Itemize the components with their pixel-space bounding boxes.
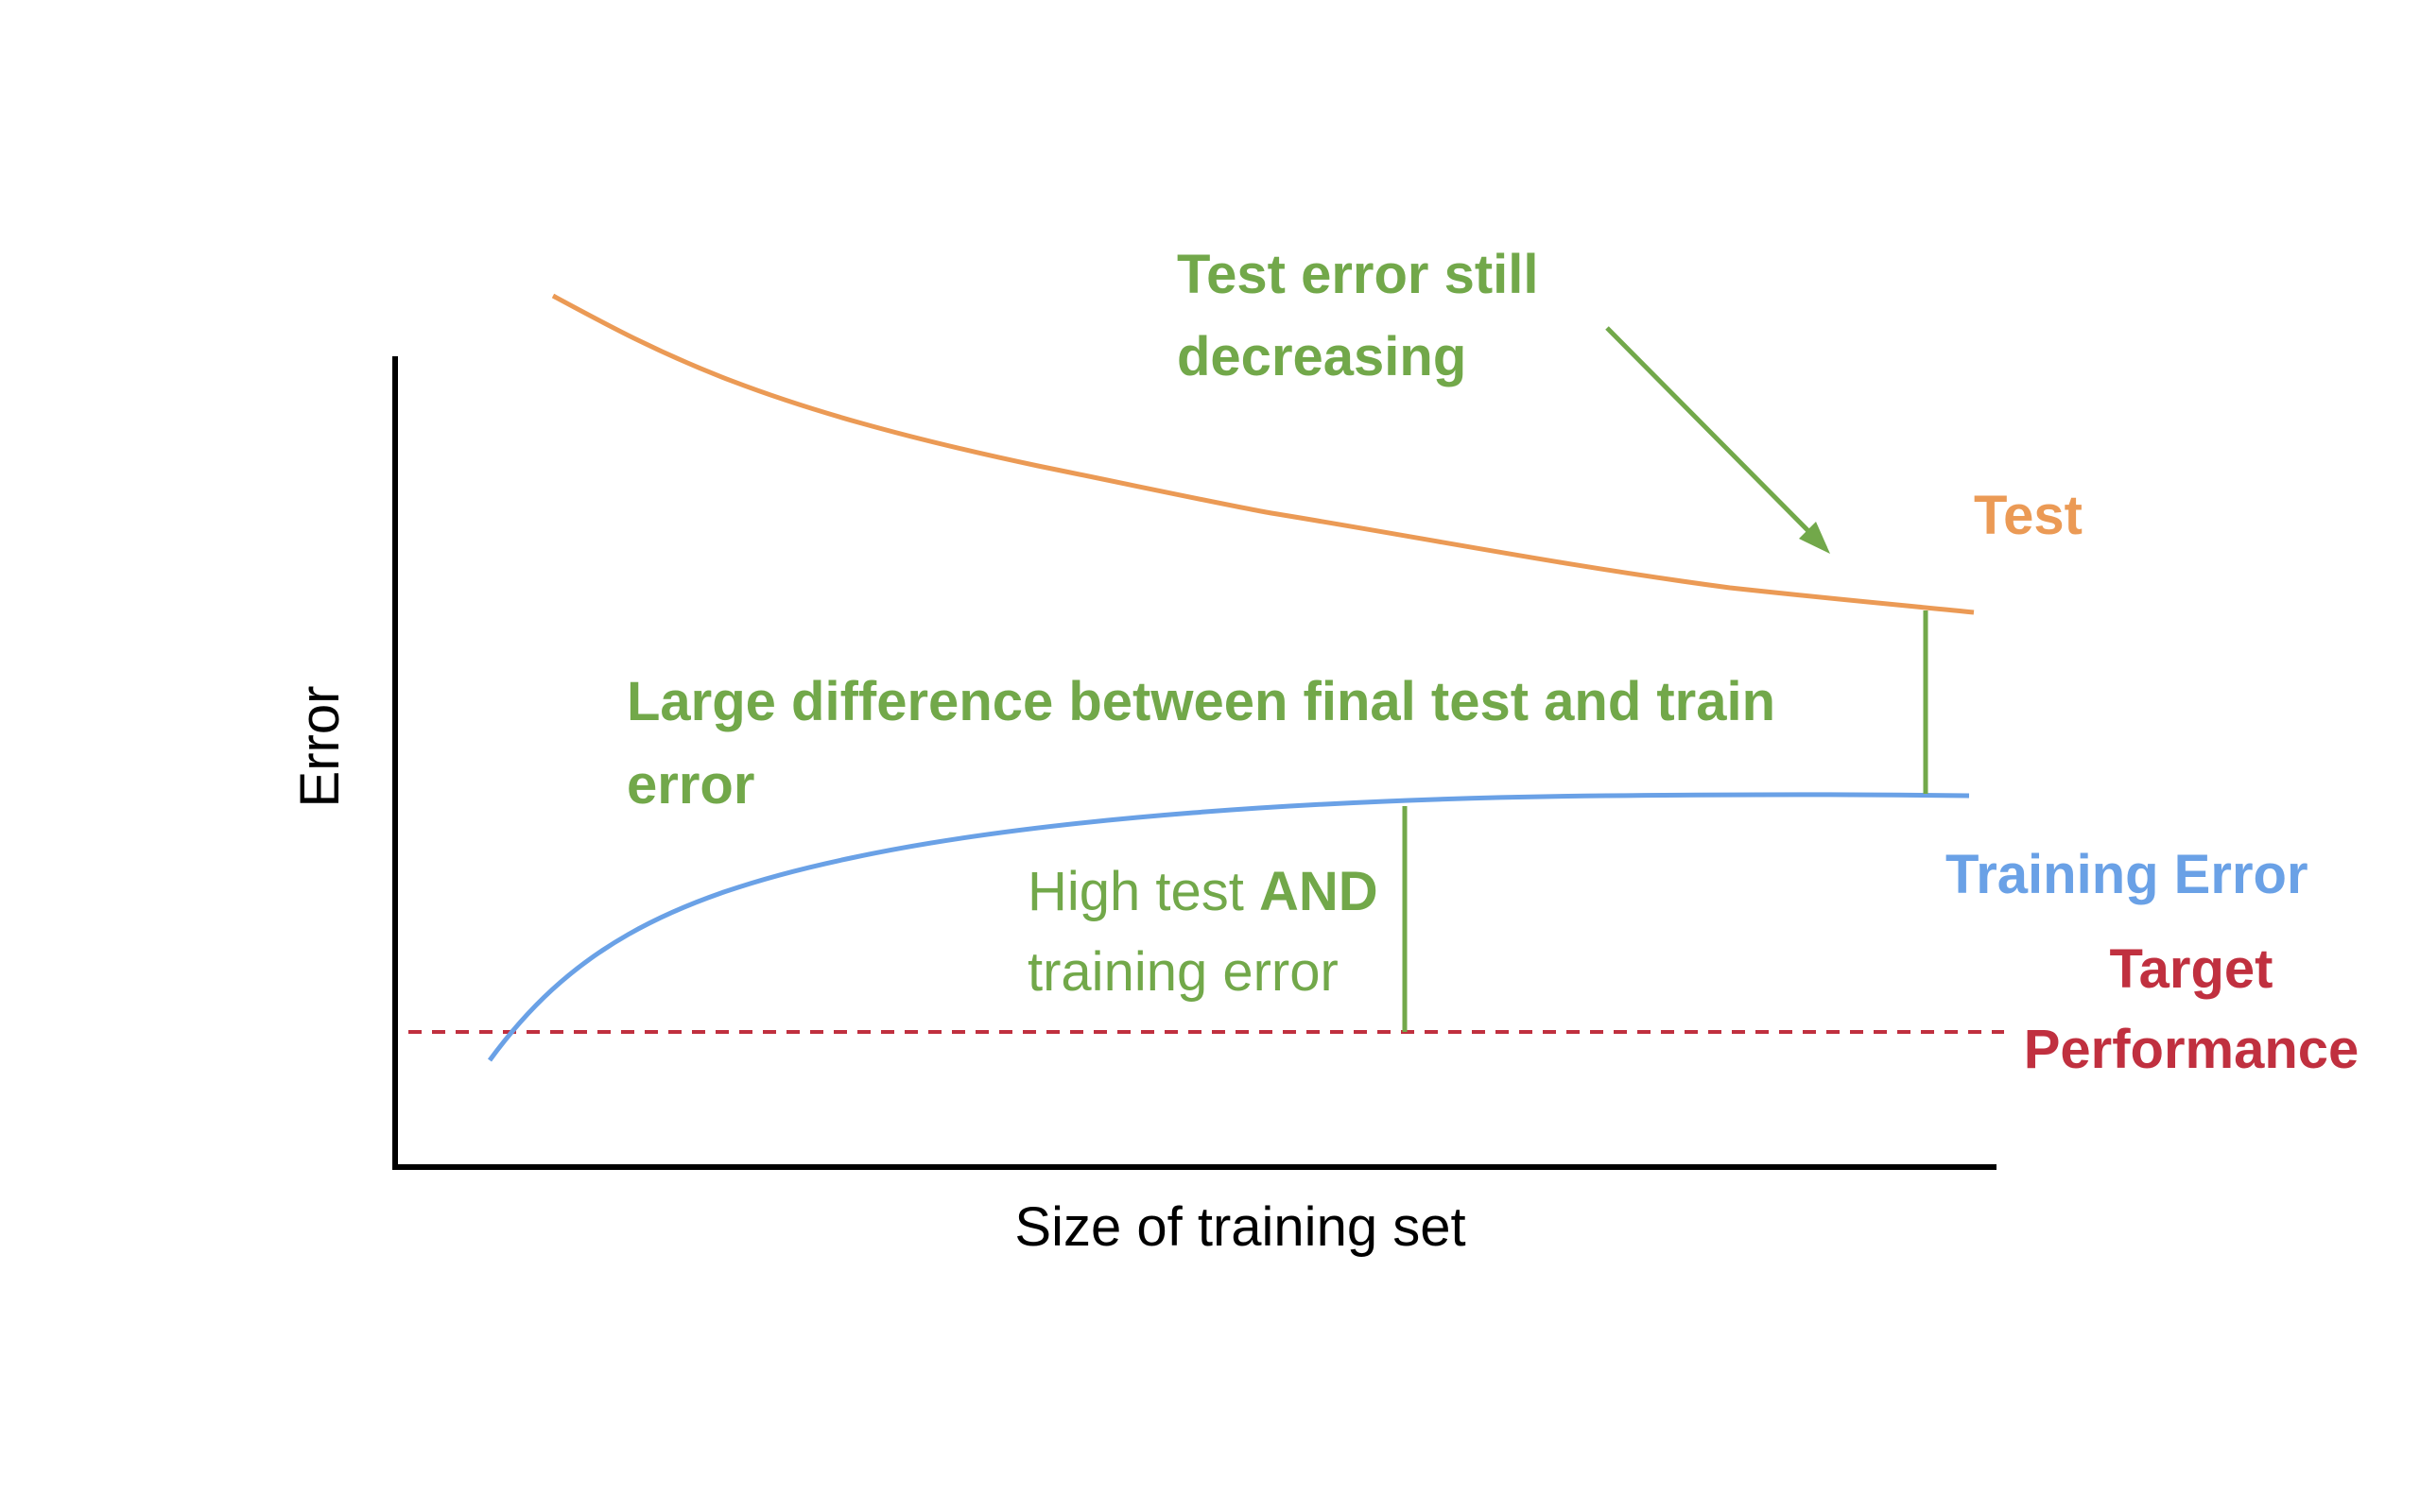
test-error-curve xyxy=(551,293,1975,615)
high-error-and-text: AND xyxy=(1259,861,1378,922)
high-error-line1: High test AND xyxy=(1028,861,1378,922)
high-error-line2: training error xyxy=(1028,941,1339,1003)
large-gap-line2: error xyxy=(627,754,754,816)
target-label-line2: Performance xyxy=(2024,1019,2360,1080)
target-label-line1: Target xyxy=(2110,938,2273,1000)
training-error-curve xyxy=(487,792,1970,1062)
large-gap-line1: Large difference between final test and … xyxy=(627,671,1775,732)
x-axis-label: Size of training set xyxy=(1014,1196,1465,1258)
arrow-head-icon xyxy=(1799,522,1830,554)
training-curve-label: Training Error xyxy=(1945,844,2308,905)
still-decreasing-line1: Test error still xyxy=(1177,244,1539,305)
test-curve-label: Test xyxy=(1974,485,2083,546)
still-decreasing-line2: decreasing xyxy=(1177,326,1466,387)
decreasing-arrow xyxy=(1605,326,1827,550)
high-error-line1-text: High test xyxy=(1028,861,1259,922)
y-axis-label: Error xyxy=(289,686,351,808)
